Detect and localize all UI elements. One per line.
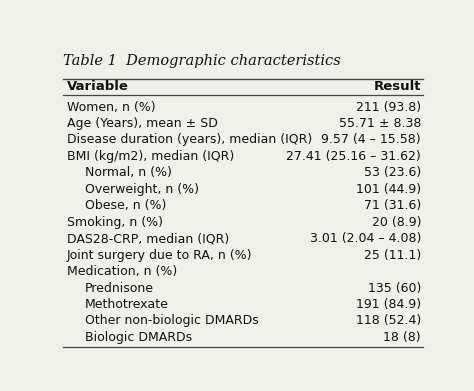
Text: Women, n (%): Women, n (%) xyxy=(66,100,155,113)
Text: Other non-biologic DMARDs: Other non-biologic DMARDs xyxy=(85,314,259,328)
Text: 3.01 (2.04 – 4.08): 3.01 (2.04 – 4.08) xyxy=(310,232,421,245)
Text: Table 1  Demographic characteristics: Table 1 Demographic characteristics xyxy=(63,54,341,68)
Text: 101 (44.9): 101 (44.9) xyxy=(356,183,421,196)
Text: Obese, n (%): Obese, n (%) xyxy=(85,199,166,212)
Text: Smoking, n (%): Smoking, n (%) xyxy=(66,216,163,229)
Text: Biologic DMARDs: Biologic DMARDs xyxy=(85,331,192,344)
Text: 118 (52.4): 118 (52.4) xyxy=(356,314,421,328)
Text: Result: Result xyxy=(374,80,421,93)
Text: 27.41 (25.16 – 31.62): 27.41 (25.16 – 31.62) xyxy=(286,150,421,163)
Text: 53 (23.6): 53 (23.6) xyxy=(364,166,421,179)
Text: BMI (kg/m2), median (IQR): BMI (kg/m2), median (IQR) xyxy=(66,150,234,163)
Text: Prednisone: Prednisone xyxy=(85,282,154,294)
Text: 191 (84.9): 191 (84.9) xyxy=(356,298,421,311)
Text: DAS28-CRP, median (IQR): DAS28-CRP, median (IQR) xyxy=(66,232,229,245)
Text: Variable: Variable xyxy=(66,80,128,93)
Text: 18 (8): 18 (8) xyxy=(383,331,421,344)
Text: 25 (11.1): 25 (11.1) xyxy=(364,249,421,262)
Text: Joint surgery due to RA, n (%): Joint surgery due to RA, n (%) xyxy=(66,249,252,262)
Text: Disease duration (years), median (IQR): Disease duration (years), median (IQR) xyxy=(66,133,312,146)
Text: Age (Years), mean ± SD: Age (Years), mean ± SD xyxy=(66,117,218,130)
Text: Normal, n (%): Normal, n (%) xyxy=(85,166,172,179)
Text: 71 (31.6): 71 (31.6) xyxy=(364,199,421,212)
Text: Medication, n (%): Medication, n (%) xyxy=(66,265,177,278)
Text: 9.57 (4 – 15.58): 9.57 (4 – 15.58) xyxy=(321,133,421,146)
Text: Overweight, n (%): Overweight, n (%) xyxy=(85,183,199,196)
Text: 211 (93.8): 211 (93.8) xyxy=(356,100,421,113)
Text: 55.71 ± 8.38: 55.71 ± 8.38 xyxy=(339,117,421,130)
Text: 20 (8.9): 20 (8.9) xyxy=(372,216,421,229)
Text: 135 (60): 135 (60) xyxy=(368,282,421,294)
Text: Methotrexate: Methotrexate xyxy=(85,298,169,311)
